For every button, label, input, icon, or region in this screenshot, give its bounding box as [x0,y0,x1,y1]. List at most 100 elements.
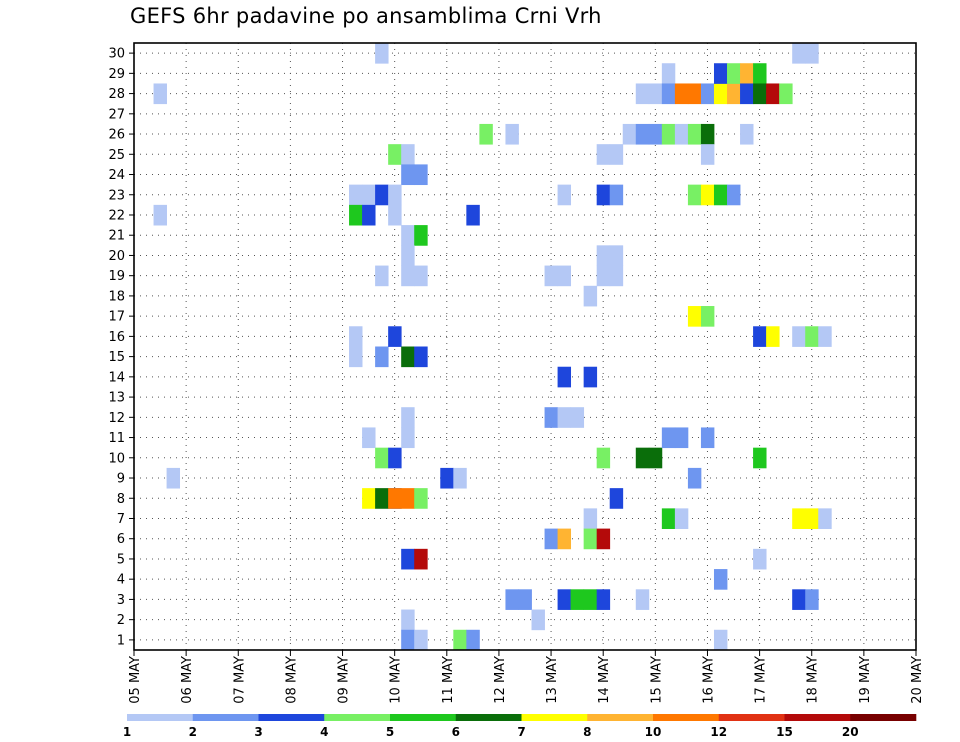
colorbar-segment [127,714,194,721]
heatmap-cell [166,467,181,489]
heatmap-cell [401,548,415,570]
heatmap-cell [753,83,767,105]
heatmap-cell [674,83,689,105]
colorbar-label: 1 [123,725,131,739]
y-tick-label: 9 [117,472,125,487]
heatmap-cell [349,346,363,368]
heatmap-cell [713,569,728,590]
colorbar-segment [850,714,917,721]
heatmap-cell [505,589,519,610]
heatmap-cell [570,407,585,428]
y-tick-label: 22 [108,208,125,223]
heatmap-cell [753,447,767,469]
heatmap-cell [805,589,819,610]
x-tick-label: 09 MAY [337,656,352,704]
heatmap-cell [349,204,363,226]
y-tick-label: 19 [108,269,125,284]
heatmap-cell [531,609,545,631]
heatmap-cell [674,508,689,529]
y-tick-label: 10 [108,451,125,466]
heatmap-cell [583,508,598,529]
heatmap-cell [700,427,715,449]
heatmap-cell [153,83,167,105]
heatmap-cell [713,629,728,651]
heatmap-cell [700,184,715,206]
heatmap-cell [362,427,376,449]
heatmap-cell [818,508,832,529]
heatmap-cell [596,144,611,165]
x-axis: 05 MAY 06 MAY 07 MAY 08 MAY 09 MAY 10 MAY 11 M… [128,650,925,704]
heatmap-cell [661,83,676,105]
heatmap-cell [362,184,376,206]
heatmap-cell [753,326,767,347]
heatmap-cell [648,83,663,105]
x-tick-label: 20 MAY [910,656,925,704]
x-tick-label: 10 MAY [389,656,404,704]
heatmap-cell [557,366,572,388]
heatmap-cell [414,548,428,570]
x-tick-label: 16 MAY [701,656,716,704]
heatmap-cell [766,326,780,347]
heatmap-cell [401,265,415,287]
heatmap-cell [687,306,702,327]
heatmap-cell [440,467,454,489]
heatmap-cell [375,447,389,469]
colorbar-segment [521,714,588,721]
heatmap-cell [583,589,598,610]
heatmap-cell [661,508,676,529]
heatmap-cell [609,144,624,165]
y-tick-label: 6 [117,532,125,547]
heatmap-cell [609,245,624,266]
heatmap-cell [401,245,415,266]
heatmap-cell [779,83,793,105]
heatmap-cell [596,184,611,206]
heatmap-cell [635,123,650,145]
heatmap-cell [557,184,572,206]
heatmap-cell [635,447,650,469]
y-tick-label: 7 [117,512,125,527]
heatmap-cell [375,43,389,64]
heatmap-cell [635,589,650,610]
heatmap-cell [349,184,363,206]
heatmap-cell [518,589,532,610]
heatmap-cell [648,447,663,469]
colorbar-segment [587,714,654,721]
heatmap-cell [792,508,806,529]
colorbar-label: 6 [452,725,460,739]
heatmap-cell [453,467,467,489]
heatmap-cell [609,184,624,206]
heatmap-cell [700,306,715,327]
heatmap-cell [596,265,611,287]
heatmap-cell [713,83,728,105]
heatmap-cell [740,63,754,84]
heatmap-cell [401,629,415,651]
heatmap-cell [414,346,428,368]
heatmap-cell [713,184,728,206]
heatmap-cell [401,407,415,428]
y-tick-label: 21 [108,229,125,244]
heatmap-cell [375,265,389,287]
heatmap-cell [466,629,480,651]
y-tick-label: 3 [117,593,125,608]
y-tick-label: 24 [108,168,125,183]
heatmap-cell [609,265,624,287]
heatmap-cell [401,346,415,368]
chart-title: GEFS 6hr padavine po ansamblima Crni Vrh [130,4,602,28]
heatmap-cell [505,123,519,145]
heatmap-cell [687,467,702,489]
colorbar-label: 2 [189,725,197,739]
heatmap-cell [401,164,415,186]
heatmap-cell [622,123,637,145]
heatmap-cell [753,548,767,570]
y-tick-label: 20 [108,249,125,264]
y-tick-label: 11 [108,431,125,446]
y-tick-label: 26 [108,128,125,143]
heatmap-cell [687,83,702,105]
y-tick-label: 4 [117,573,125,588]
heatmap-cell [544,407,558,428]
heatmap-cell [414,265,428,287]
y-tick-label: 5 [117,552,125,567]
heatmap-cell [609,488,624,509]
heatmap-cell [674,427,689,449]
colorbar-label: 20 [842,725,859,739]
